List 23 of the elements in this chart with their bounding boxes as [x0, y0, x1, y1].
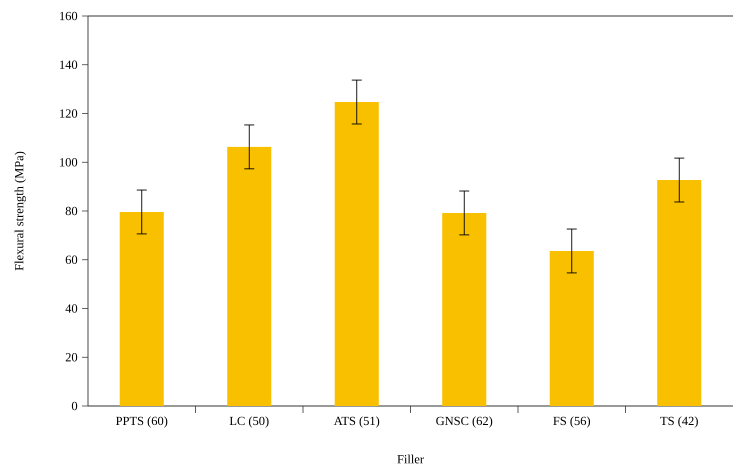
- x-axis-title: Filler: [397, 454, 424, 464]
- x-tick-label: LC (50): [230, 416, 269, 428]
- bar: [442, 212, 486, 406]
- y-tick-label: 100: [60, 158, 78, 166]
- y-tick-label: 40: [65, 304, 78, 313]
- x-tick-label: PPTS (60): [116, 416, 168, 428]
- y-tick-label: 80: [66, 206, 78, 216]
- x-tick-label: TS (42): [660, 416, 698, 428]
- y-tick-label: 140: [60, 60, 78, 69]
- y-tick-label: 160: [60, 12, 78, 20]
- y-tick-label: 20: [66, 353, 78, 362]
- bar: [334, 102, 379, 406]
- bar: [657, 180, 702, 406]
- y-axis-title: Flexural strength (MPa): [14, 152, 26, 270]
- x-tick-label: ATS (51): [334, 416, 380, 428]
- bar: [120, 212, 164, 406]
- y-tick-label: 60: [66, 256, 78, 264]
- x-tick-label: FS (56): [553, 416, 590, 428]
- x-tick-label: GNSC (62): [436, 416, 492, 428]
- bar: [550, 250, 594, 406]
- y-tick-label: 0: [72, 402, 78, 410]
- y-tick-label: 120: [60, 109, 78, 118]
- bar: [227, 146, 272, 406]
